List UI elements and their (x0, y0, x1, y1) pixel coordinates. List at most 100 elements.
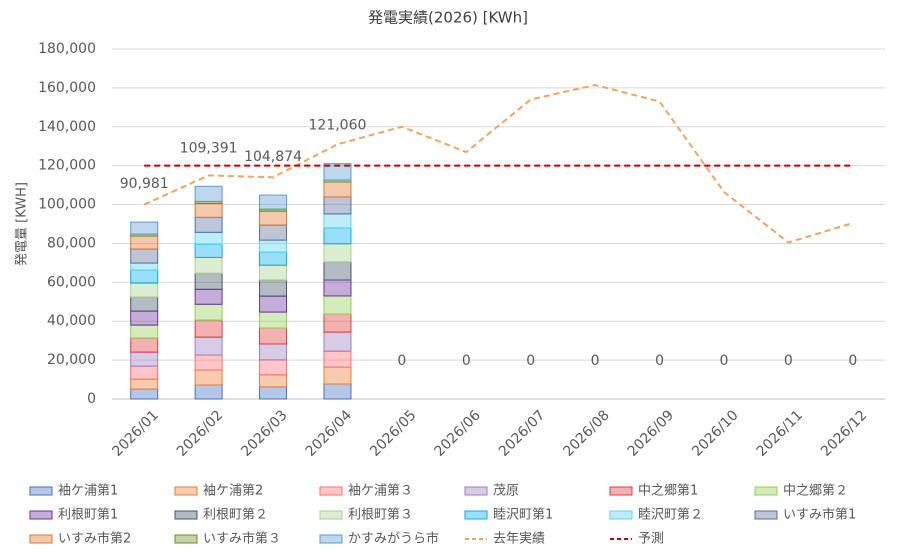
bar-segment (259, 251, 288, 266)
legend-swatch (29, 510, 53, 520)
bar-segment (323, 313, 352, 333)
legend-label: 睦沢町第２ (638, 507, 703, 523)
bar-segment (194, 216, 223, 233)
legend-swatch (754, 486, 778, 496)
x-tick-label: 2026/08 (560, 407, 612, 459)
legend-swatch (319, 486, 343, 496)
legend-swatch (174, 510, 198, 520)
bar-segment (130, 351, 159, 367)
legend-swatch (609, 510, 633, 520)
legend-label: 利根町第３ (348, 508, 413, 523)
bar-segment (323, 181, 352, 198)
bar-segment (130, 378, 159, 390)
bar-segment (323, 383, 352, 400)
bar-segment (259, 386, 288, 400)
bar-segment (130, 388, 159, 400)
bar-segment (259, 264, 288, 281)
bar-segment (194, 231, 223, 245)
legend-label: 袖ケ浦第2 (203, 484, 263, 499)
x-tick-label: 2026/02 (174, 407, 226, 459)
y-tick-label: 20,000 (47, 352, 96, 368)
legend-label: 茂原 (493, 484, 519, 499)
bar-segment (194, 243, 223, 258)
bar-segment (259, 295, 288, 313)
legend-swatch (754, 510, 778, 520)
bar-segment (259, 374, 288, 388)
bar-segment (323, 261, 352, 281)
total-label: 0 (719, 353, 728, 369)
bar-segment (259, 239, 288, 253)
bar-segment (194, 319, 223, 338)
y-tick-label: 140,000 (38, 119, 96, 135)
total-label: 0 (397, 353, 406, 369)
bar-segment (323, 366, 352, 385)
bar-segment (323, 227, 352, 245)
x-tick-label: 2026/11 (754, 407, 806, 459)
bar-segment (130, 337, 159, 353)
total-label: 90,981 (120, 176, 169, 192)
bar-segment (194, 336, 223, 356)
bar-segment (130, 221, 159, 235)
total-label: 0 (784, 353, 793, 369)
bar-segment (323, 295, 352, 315)
y-tick-label: 0 (87, 391, 96, 407)
total-label: 0 (526, 353, 535, 369)
bar-segment (259, 327, 288, 345)
bar-segment (130, 282, 159, 298)
y-tick-label: 120,000 (38, 158, 96, 174)
legend-label: 去年実績 (493, 531, 545, 547)
legend-swatch (29, 486, 53, 496)
bar-segment (130, 310, 159, 326)
legend-swatch (609, 486, 633, 496)
legend-swatch (319, 510, 343, 520)
x-tick-label: 2026/03 (238, 407, 290, 459)
legend-label: 中之郷第２ (783, 484, 848, 499)
line-series (143, 83, 854, 244)
bar-segment (323, 331, 352, 352)
x-tick-label: 2026/07 (496, 407, 548, 459)
bar-segment (194, 185, 223, 202)
bar-segment (323, 163, 352, 181)
legend-label: 袖ケ浦第３ (348, 484, 413, 499)
bar-segment (194, 369, 223, 386)
x-tick-label: 2026/05 (367, 407, 419, 459)
legend-label: かすみがうら市 (348, 531, 439, 547)
x-tick-label: 2026/04 (303, 407, 356, 460)
legend-label: 利根町第1 (58, 508, 118, 523)
bar-segment (130, 235, 159, 250)
x-tick-label: 2026/09 (625, 407, 677, 459)
legend-label: いすみ市第３ (203, 531, 281, 547)
bar-segment (194, 288, 223, 305)
legend-swatch (319, 534, 343, 544)
bar-segment (323, 196, 352, 215)
legend-swatch (174, 534, 198, 544)
bar-segment (323, 350, 352, 368)
bar-segment (259, 194, 288, 210)
y-tick-label: 100,000 (38, 197, 96, 213)
chart-title: 発電実績(2026) [KWh] (368, 9, 528, 27)
bar-segment (259, 279, 288, 297)
bar-segment (130, 269, 159, 284)
legend-swatch (464, 486, 488, 496)
bar-segment (130, 262, 159, 271)
y-tick-label: 80,000 (47, 235, 96, 251)
legend-swatch (29, 534, 53, 544)
bar-segment (194, 303, 223, 321)
legend-label: 袖ケ浦第1 (58, 484, 118, 499)
bar-segment (194, 272, 223, 290)
total-label: 109,391 (180, 140, 238, 156)
bar-segment (194, 384, 223, 400)
bar-segment (194, 202, 223, 218)
bar-segment (259, 210, 288, 226)
x-tick-label: 2026/10 (689, 407, 741, 459)
x-tick-label: 2026/12 (818, 407, 870, 459)
total-label: 121,060 (309, 118, 367, 134)
legend-label: いすみ市第1 (783, 507, 856, 523)
total-label: 0 (655, 353, 664, 369)
bar-segment (130, 365, 159, 380)
y-tick-label: 180,000 (38, 41, 96, 57)
y-axis-label: 発電量 [KWH] (15, 182, 30, 266)
bar-segment (259, 359, 288, 376)
bar-segment (323, 243, 352, 263)
